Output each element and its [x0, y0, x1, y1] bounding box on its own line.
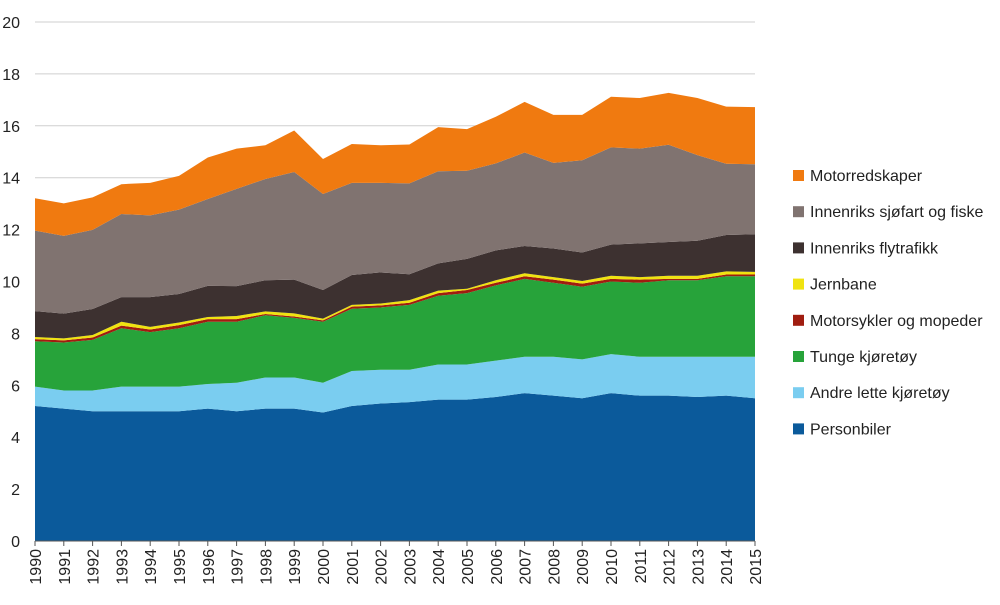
- legend-swatch: [793, 314, 804, 326]
- x-tick-label: 2000: [316, 549, 333, 585]
- legend-swatch: [793, 206, 804, 218]
- legend-label: Innenriks sjøfart og fiske: [810, 204, 984, 221]
- x-tick-label: 2014: [719, 549, 736, 585]
- legend-label: Andre lette kjøretøy: [810, 385, 950, 402]
- x-tick-label: 2012: [662, 549, 679, 585]
- x-tick-label: 1991: [57, 549, 74, 585]
- y-tick-label: 0: [11, 534, 20, 551]
- y-tick-label: 10: [2, 275, 20, 292]
- y-tick-label: 6: [11, 378, 20, 395]
- legend-label: Tunge kjøretøy: [810, 349, 917, 366]
- y-tick-label: 14: [2, 171, 20, 188]
- x-tick-label: 1997: [230, 549, 247, 585]
- area-motorredskaper: [35, 92, 755, 236]
- legend-label: Personbiler: [810, 421, 892, 438]
- area-andre-lette-kj-ret-y: [35, 354, 755, 413]
- legend-swatch: [793, 242, 804, 254]
- x-tick-label: 2004: [431, 549, 448, 585]
- y-tick-label: 12: [2, 223, 20, 240]
- legend: Motorredskaper Innenriks sjøfart og fiske…: [793, 168, 984, 438]
- y-tick-label: 20: [2, 15, 20, 32]
- area-personbiler: [35, 393, 755, 541]
- legend-swatch: [793, 278, 804, 290]
- legend-label: Jernbane: [810, 277, 877, 294]
- y-axis-ticks: 0 2 4 6 8 10 12 14 16 18 20: [2, 15, 20, 551]
- x-tick-label: 1994: [143, 549, 160, 585]
- x-tick-label: 1992: [86, 549, 103, 585]
- legend-swatch: [793, 351, 804, 362]
- y-tick-label: 2: [11, 482, 20, 499]
- x-tick-label: 1996: [201, 549, 218, 585]
- x-tick-label: 2001: [345, 549, 362, 585]
- x-tick-label: 2007: [518, 549, 535, 585]
- legend-label: Motorsykler og mopeder: [810, 313, 983, 330]
- x-tick-label: 1999: [287, 549, 304, 585]
- y-tick-label: 16: [2, 119, 20, 136]
- x-tick-label: 2010: [604, 549, 621, 585]
- area-jernbane: [35, 271, 755, 341]
- x-tick-label: 1998: [258, 549, 275, 585]
- area-innenriks-sj-fart-og-fiske: [35, 144, 755, 314]
- x-tick-label: 1990: [28, 549, 45, 585]
- y-tick-label: 4: [11, 430, 20, 447]
- area-series: [35, 92, 755, 541]
- x-tick-label: 2013: [690, 549, 707, 585]
- x-tick-label: 2015: [748, 549, 765, 585]
- area-tunge-kj-ret-y: [35, 276, 755, 391]
- legend-label: Motorredskaper: [810, 168, 923, 185]
- y-tick-label: 18: [2, 67, 20, 84]
- legend-swatch: [793, 387, 804, 399]
- area-innenriks-flytrafikk: [35, 234, 755, 339]
- x-tick-label: 2003: [402, 549, 419, 585]
- x-tick-label: 1995: [172, 549, 189, 585]
- legend-swatch: [793, 170, 804, 181]
- x-tick-label: 2006: [489, 549, 506, 585]
- x-tick-label: 2009: [575, 549, 592, 585]
- legend-swatch: [793, 423, 804, 435]
- x-tick-label: 2002: [374, 549, 391, 585]
- x-tick-label: 2005: [460, 549, 477, 585]
- legend-label: Innenriks flytrafikk: [810, 240, 939, 257]
- x-tick-label: 2008: [546, 549, 563, 585]
- x-tick-label: 1993: [114, 549, 131, 585]
- x-axis-ticks: 1990 1991 1992 1993 1994 1995 1996 1997 1998 1999…: [28, 541, 765, 585]
- x-tick-label: 2011: [633, 549, 650, 584]
- y-tick-label: 8: [11, 326, 20, 343]
